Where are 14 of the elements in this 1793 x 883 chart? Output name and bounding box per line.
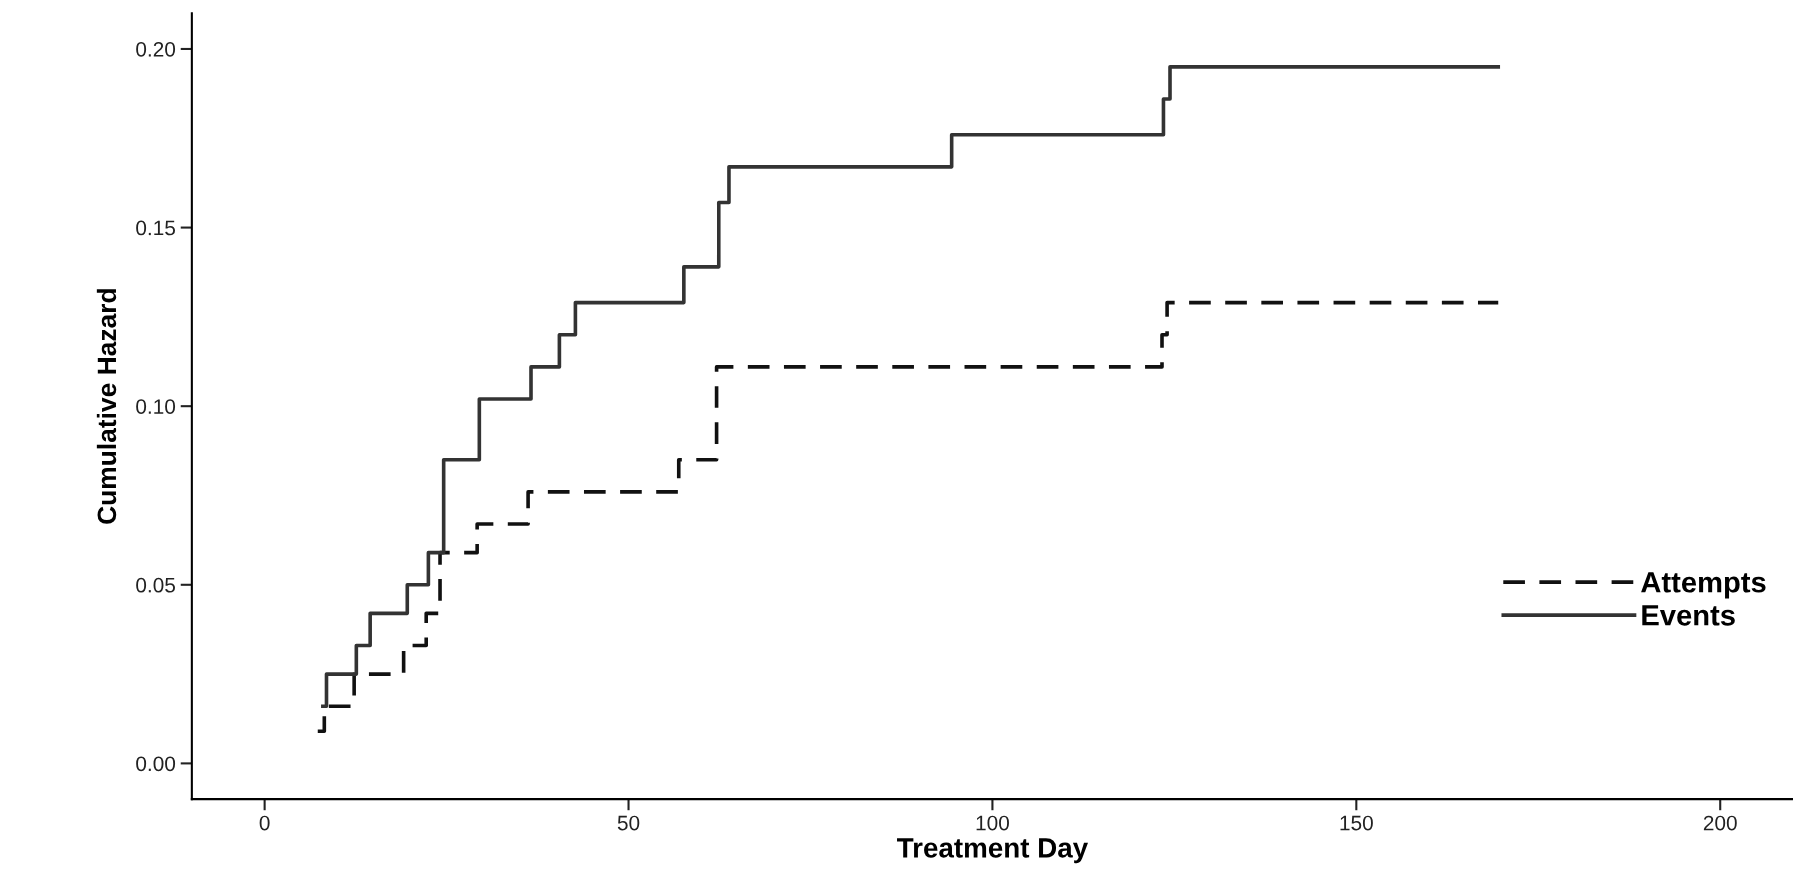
x-tick-label: 150 [1340, 815, 1373, 831]
x-tick-label: 50 [617, 815, 640, 831]
y-tick-label: 0.10 [136, 399, 176, 414]
y-tick-label: 0.00 [136, 756, 176, 772]
x-tick-label: 200 [1703, 815, 1737, 831]
x-tick-label: 100 [976, 815, 1009, 831]
x-axis-title: Treatment Day [897, 838, 1088, 864]
legend-label: Attempts [1641, 572, 1766, 599]
legend-label: Events [1642, 605, 1735, 626]
y-tick-label: 0.05 [136, 577, 176, 593]
y-tick-label: 0.15 [136, 220, 176, 236]
x-tick-label: 0 [259, 815, 270, 831]
y-axis-title: Cumulative Hazard [96, 289, 117, 524]
y-tick-label: 0.20 [136, 41, 176, 57]
